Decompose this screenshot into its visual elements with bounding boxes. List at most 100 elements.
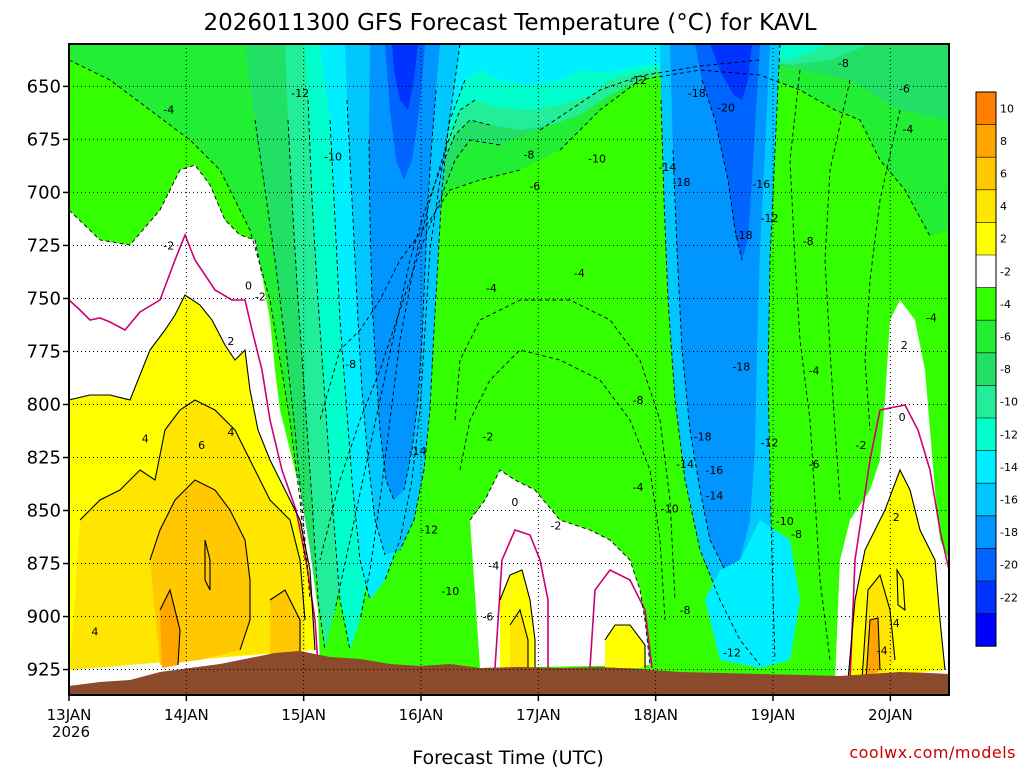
contour-label: -8 (345, 358, 356, 371)
contour-label: -16 (752, 178, 770, 191)
contour-label: -4 (486, 282, 497, 295)
contour-label: -4 (809, 365, 820, 378)
x-tick-label: 20JAN (868, 706, 913, 724)
plot-frame (68, 43, 950, 696)
contour-label: -8 (838, 57, 849, 70)
terrain (69, 651, 949, 695)
contour-label: -2 (163, 239, 174, 252)
contour-label: -14 (705, 490, 723, 503)
colorbar-swatch (976, 418, 996, 451)
colorbar-swatch (976, 613, 996, 647)
y-axis: 650 675 700 725 750 775 800 825 850 875 900 925 (27, 76, 69, 681)
y-tick-label: 800 (27, 394, 61, 415)
y-tick-label: 775 (27, 341, 61, 362)
contour-label: -20 (717, 102, 735, 115)
freezing-line-mid2 (589, 568, 653, 669)
contour-label: 4 (91, 625, 98, 638)
y-tick-label: 725 (27, 235, 61, 256)
colorbar-label: -14 (1000, 461, 1018, 474)
contour-label: -4 (574, 267, 585, 280)
colorbar-swatch (976, 189, 996, 223)
contour-label: 6 (198, 439, 205, 452)
colorbar-swatch (976, 515, 996, 549)
x-axis-title: Forecast Time (UTC) (412, 747, 603, 768)
x-tick-label: 13JAN (47, 706, 92, 724)
contour-labels: 44-2-46420-2-12-10-8-14-12-10-6-4-2-40-8… (91, 57, 937, 660)
contour-label: -8 (523, 148, 534, 161)
contour-label: -16 (705, 464, 723, 477)
y-tick-label: 850 (27, 501, 61, 522)
x-tick-label: 16JAN (399, 706, 444, 724)
contour-label: 2 (893, 511, 900, 524)
x-tick-label: 15JAN (281, 706, 326, 724)
negative-contours (69, 44, 931, 666)
colorbar-frame (975, 91, 997, 647)
colorbar-label: 8 (1000, 135, 1007, 148)
y-tick-label: 700 (27, 182, 61, 203)
contour-label: -8 (680, 604, 691, 617)
colorbar-swatch (976, 483, 996, 516)
colorbar-label: -22 (1000, 591, 1018, 604)
contour-label: -12 (291, 87, 309, 100)
site-credit[interactable]: coolwx.com/models (849, 743, 1016, 762)
freezing-line-right (849, 404, 949, 681)
contour-label: -8 (633, 394, 644, 407)
plot-field (69, 44, 949, 695)
positive-contours (69, 294, 946, 681)
x-year-label: 2026 (52, 723, 90, 741)
colorbar-swatch (976, 157, 996, 190)
contour-label: -14 (676, 458, 694, 471)
contour-label: -6 (529, 180, 540, 193)
contour-label: -2 (550, 519, 561, 532)
contour-label: -12 (420, 524, 438, 537)
x-tick-label: 19JAN (751, 706, 796, 724)
contour-label: -10 (441, 585, 459, 598)
contour-label: -4 (163, 104, 174, 117)
contour-label: -4 (488, 560, 499, 573)
contour-label: -10 (661, 502, 679, 515)
contour-label: 0 (245, 280, 252, 293)
contour-label: -12 (760, 212, 778, 225)
contour-label: -4 (902, 123, 913, 136)
contour-label: -18 (735, 229, 753, 242)
band-minus20 (385, 44, 425, 180)
contour-label: -2 (482, 430, 493, 443)
band-plus2-mid2 (605, 625, 645, 668)
band-plus2-b (270, 590, 300, 660)
contour-label: -10 (588, 153, 606, 166)
freezing-line-mid (494, 529, 549, 669)
colorbar-label: -16 (1000, 494, 1018, 507)
contour-label: -12 (629, 74, 647, 87)
contour-label: -6 (809, 458, 820, 471)
chart-title: 2026011300 GFS Forecast Temperature (°C)… (203, 10, 816, 36)
colorbar-label: -2 (1000, 265, 1011, 278)
contour-label: 2 (901, 339, 908, 352)
y-tick-label: 925 (27, 660, 61, 681)
contour-label: -2 (856, 439, 867, 452)
freezing-line (69, 232, 319, 666)
colorbar-label: -18 (1000, 526, 1018, 539)
x-tick-label: 14JAN (164, 706, 209, 724)
contour-label: -12 (723, 647, 741, 660)
colorbar-swatch (976, 320, 996, 353)
colorbar-swatch (976, 124, 996, 158)
colorbar-swatch (976, 352, 996, 386)
gridlines (69, 44, 949, 695)
colorbar-swatch (976, 385, 996, 418)
colorbar-label: -8 (1000, 363, 1011, 376)
band-minus14-b (705, 520, 800, 668)
colorbar-swatch (976, 255, 996, 288)
colorbar-swatch (976, 222, 996, 255)
x-axis: 13JAN 14JAN 15JAN 16JAN 17JAN 18JAN 19JAN 20JAN (47, 695, 913, 724)
x-tick-label: 17JAN (516, 706, 561, 724)
colorbar-label: -6 (1000, 331, 1011, 344)
colorbar-label: 10 (1000, 102, 1014, 115)
contour-label: -18 (732, 360, 750, 373)
colorbar: 10 8 6 4 2 -2 -4 -6 -8 -10 -12 -14 -16 -18 -20 -22 (975, 91, 1018, 647)
y-tick-label: 825 (27, 448, 61, 469)
contour-label: -6 (899, 83, 910, 96)
colorbar-swatch (976, 450, 996, 484)
y-tick-label: 650 (27, 76, 61, 97)
contour-label: -4 (877, 644, 888, 657)
